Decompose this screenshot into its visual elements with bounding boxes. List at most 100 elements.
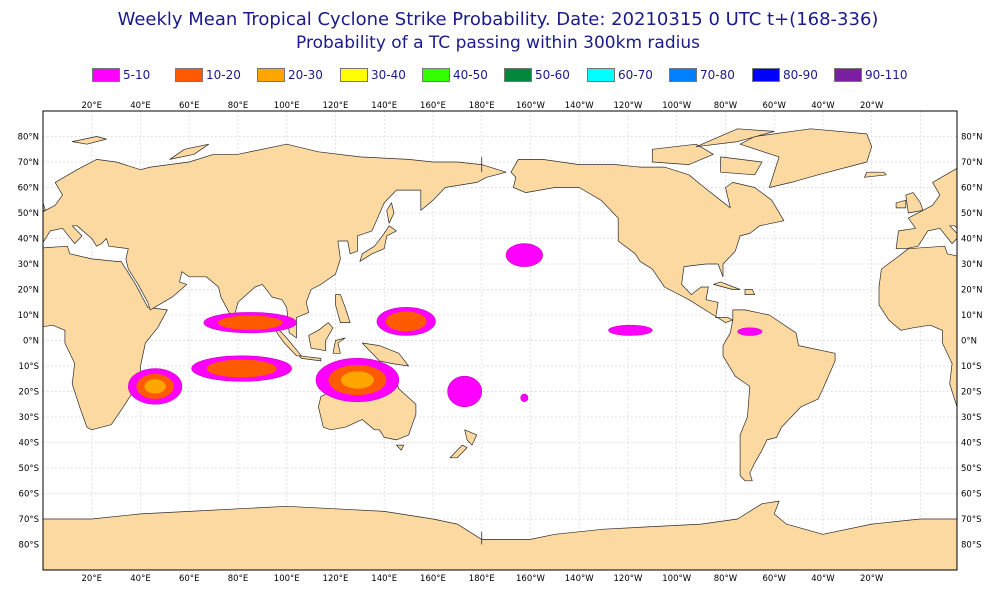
- legend-swatch: [834, 68, 862, 82]
- lat-tick-left: 60°S: [19, 490, 39, 500]
- legend-swatch: [669, 68, 697, 82]
- lon-tick-bottom: 60°W: [762, 574, 786, 584]
- lat-tick-right: 70°S: [961, 515, 981, 525]
- lon-tick-bottom: 80°E: [228, 574, 248, 584]
- lat-tick-left: 50°N: [18, 209, 39, 219]
- land-novaya_zemlya: [169, 143, 210, 160]
- lon-tick-top: 140°E: [371, 101, 397, 111]
- lon-tick-bottom: 20°E: [82, 574, 102, 584]
- lon-tick-bottom: 100°E: [274, 574, 300, 584]
- land-nz_south: [449, 444, 468, 459]
- probability-area: [144, 379, 166, 394]
- land-hispaniola: [744, 289, 756, 295]
- lat-tick-left: 20°N: [18, 286, 39, 296]
- lon-tick-bottom: 140°W: [565, 574, 594, 584]
- lat-tick-left: 50°S: [19, 464, 39, 474]
- lat-tick-right: 40°N: [961, 235, 982, 245]
- legend-label: 10-20: [206, 68, 241, 82]
- land-ireland: [19, 200, 29, 208]
- lat-tick-right: 30°S: [961, 413, 981, 423]
- land-java: [298, 355, 322, 362]
- land-antarctica: [43, 500, 957, 570]
- map-subtitle: Probability of a TC passing within 300km…: [296, 33, 700, 53]
- lat-tick-left: 20°S: [19, 388, 39, 398]
- lat-tick-left: 80°N: [18, 133, 39, 143]
- lat-tick-right: 60°N: [961, 184, 982, 194]
- land-philippines: [335, 294, 351, 323]
- axis-ticks: 20°E 20°E 40°E 40°E 60°E 60°E 80°E 80°E 100°E 100…: [18, 101, 983, 584]
- land-borneo: [308, 322, 334, 352]
- probability-areas: [128, 243, 763, 408]
- legend-label: 30-40: [371, 68, 406, 82]
- legend-label: 50-60: [535, 68, 570, 82]
- land-eurasia: [43, 143, 507, 339]
- lat-tick-left: 40°S: [19, 439, 39, 449]
- lon-tick-bottom: 60°E: [179, 574, 199, 584]
- lon-tick-top: 80°E: [228, 101, 248, 111]
- lat-tick-left: 10°N: [18, 311, 39, 321]
- legend-swatch: [504, 68, 532, 82]
- lon-tick-top: 180°E: [469, 101, 495, 111]
- land-greenland: [739, 128, 873, 188]
- legend-label: 90-110: [865, 68, 908, 82]
- land-iceland-wrap: [864, 171, 887, 178]
- lat-tick-left: 80°S: [19, 541, 39, 551]
- land-japan: [359, 225, 397, 262]
- legend-item: 60-70: [587, 66, 653, 84]
- legend-label: 20-30: [288, 68, 323, 82]
- probability-area: [217, 315, 283, 330]
- lon-tick-bottom: 40°E: [130, 574, 150, 584]
- legend: 5-10 10-20 20-30 30-40 40-50 50-60 60-70 70-80 8…: [0, 66, 996, 84]
- lat-tick-right: 50°N: [961, 209, 982, 219]
- lon-tick-top: 60°E: [179, 101, 199, 111]
- land-canada_arctic_2: [720, 156, 763, 176]
- lat-tick-left: 30°N: [18, 260, 39, 270]
- lat-tick-left: 30°S: [19, 413, 39, 423]
- legend-label: 80-90: [783, 68, 818, 82]
- legend-label: 5-10: [123, 68, 151, 82]
- land-canada_arctic_3: [695, 128, 775, 148]
- lat-tick-left: 10°S: [19, 362, 39, 372]
- lon-tick-bottom: 140°E: [371, 574, 397, 584]
- lat-tick-left: 60°N: [18, 184, 39, 194]
- legend-label: 70-80: [700, 68, 735, 82]
- lon-tick-top: 20°W: [860, 101, 884, 111]
- lon-tick-top: 20°E: [82, 101, 102, 111]
- lon-tick-top: 160°E: [420, 101, 446, 111]
- land-iceland: [0, 172, 9, 177]
- probability-area: [505, 243, 543, 267]
- lat-tick-right: 70°N: [961, 158, 982, 168]
- legend-label: 40-50: [453, 68, 488, 82]
- land-nz_north: [464, 429, 478, 446]
- lat-tick-right: 10°S: [961, 362, 981, 372]
- land-sulawesi: [332, 337, 346, 354]
- lon-tick-bottom: 120°E: [323, 574, 349, 584]
- lon-tick-bottom: 20°W: [860, 574, 884, 584]
- lon-tick-bottom: 160°E: [420, 574, 446, 584]
- map-title: Weekly Mean Tropical Cyclone Strike Prob…: [117, 9, 879, 30]
- land-tasmania: [396, 444, 405, 451]
- land-new_guinea: [361, 342, 409, 367]
- probability-area: [520, 393, 529, 402]
- lon-tick-top: 160°W: [516, 101, 545, 111]
- lon-tick-bottom: 180°E: [469, 574, 495, 584]
- lat-tick-right: 50°S: [961, 464, 981, 474]
- lon-tick-top: 120°E: [323, 101, 349, 111]
- legend-item: 10-20: [175, 66, 241, 84]
- lon-tick-top: 80°W: [714, 101, 738, 111]
- land-sumatra: [274, 324, 302, 357]
- lon-tick-bottom: 160°W: [516, 574, 545, 584]
- land-britain-wrap: [905, 192, 924, 214]
- lat-tick-left: 70°N: [18, 158, 39, 168]
- legend-swatch: [340, 68, 368, 82]
- probability-area: [340, 371, 374, 389]
- lon-tick-bottom: 120°W: [614, 574, 643, 584]
- lon-tick-top: 100°W: [662, 101, 691, 111]
- lon-tick-bottom: 80°W: [714, 574, 738, 584]
- probability-area: [608, 324, 653, 336]
- legend-swatch: [422, 68, 450, 82]
- lat-tick-left: 0°N: [23, 337, 39, 347]
- lat-tick-right: 60°S: [961, 490, 981, 500]
- plot-frame: [42, 110, 958, 571]
